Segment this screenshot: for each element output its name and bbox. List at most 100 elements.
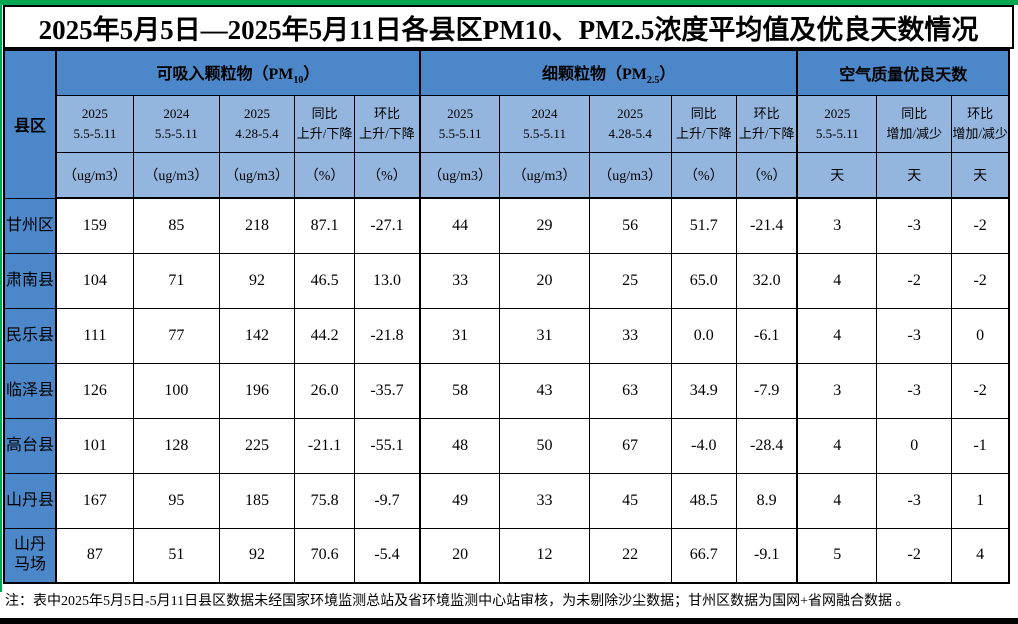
data-cell: -2 [876, 252, 953, 309]
data-cell: 58 [418, 362, 501, 419]
data-cell: -2 [951, 197, 1010, 254]
unit-cell: 天 [951, 152, 1010, 199]
data-cell: 50 [499, 417, 590, 474]
data-cell: 225 [218, 417, 296, 474]
data-cell: 126 [55, 362, 134, 419]
county-name: 临泽县 [3, 362, 58, 419]
sub-header: 环比 上升/下降 [735, 95, 798, 153]
data-cell: 101 [55, 417, 134, 474]
data-cell: 3 [796, 197, 878, 254]
data-cell: 0 [951, 307, 1010, 364]
pm10-group-header: 可吸入颗粒物（PM10） [55, 49, 421, 96]
sub-header: 2025 4.28-5.4 [218, 95, 296, 153]
data-cell: -2 [951, 252, 1010, 309]
data-cell: 12 [499, 527, 590, 584]
top-green-strip [0, 0, 1018, 5]
data-cell: -21.4 [735, 197, 798, 254]
table-row-ganzhou: 甘州区 159 85 218 87.1 -27.1 44 29 56 51.7 … [3, 197, 1010, 254]
data-cell: 0 [876, 417, 953, 474]
table-row-linze: 临泽县 126 100 196 26.0 -35.7 58 43 63 34.9… [3, 362, 1010, 419]
data-cell: 44.2 [294, 307, 356, 364]
data-cell: 100 [132, 362, 220, 419]
data-cell: 71 [132, 252, 220, 309]
data-cell: -2 [876, 527, 953, 584]
data-cell: 66.7 [670, 527, 737, 584]
left-green-edge [0, 0, 2, 592]
data-cell: 67 [588, 417, 672, 474]
data-cell: 25 [588, 252, 672, 309]
data-cell: 31 [499, 307, 590, 364]
data-cell: 4 [796, 252, 878, 309]
data-cell: 20 [418, 527, 501, 584]
unit-cell: （ug/m3） [132, 152, 220, 199]
data-cell: 87 [55, 527, 134, 584]
data-cell: 32.0 [735, 252, 798, 309]
data-cell: -9.7 [354, 472, 421, 529]
data-cell: 87.1 [294, 197, 356, 254]
table-row-shandan-machang: 山丹 马场 87 51 92 70.6 -5.4 20 12 22 66.7 -… [3, 527, 1010, 584]
data-cell: 196 [218, 362, 296, 419]
data-cell: 22 [588, 527, 672, 584]
unit-cell: 天 [876, 152, 953, 199]
data-cell: 43 [499, 362, 590, 419]
data-cell: -55.1 [354, 417, 421, 474]
county-column-header: 县区 [3, 49, 58, 199]
sub-header: 2025 5.5-5.11 [418, 95, 501, 153]
data-cell: 48 [418, 417, 501, 474]
unit-cell: （%） [670, 152, 737, 199]
data-cell: 1 [951, 472, 1010, 529]
data-cell: -3 [876, 472, 953, 529]
unit-cell: 天 [796, 152, 878, 199]
unit-cell: （ug/m3） [218, 152, 296, 199]
data-cell: 34.9 [670, 362, 737, 419]
data-cell: 104 [55, 252, 134, 309]
county-name: 高台县 [3, 417, 58, 474]
data-cell: 51 [132, 527, 220, 584]
sub-header: 2024 5.5-5.11 [132, 95, 220, 153]
data-cell: 46.5 [294, 252, 356, 309]
unit-cell: （ug/m3） [499, 152, 590, 199]
bottom-black-bar [0, 618, 1018, 624]
data-cell: 111 [55, 307, 134, 364]
data-cell: 5 [796, 527, 878, 584]
data-cell: -27.1 [354, 197, 421, 254]
data-cell: 13.0 [354, 252, 421, 309]
data-cell: 33 [499, 472, 590, 529]
data-cell: 4 [796, 307, 878, 364]
pm25-group-header: 细颗粒物（PM2.5） [418, 49, 798, 96]
unit-cell: （ug/m3） [418, 152, 501, 199]
data-cell: 4 [796, 417, 878, 474]
data-cell: 20 [499, 252, 590, 309]
data-cell: 128 [132, 417, 220, 474]
data-cell: 4 [796, 472, 878, 529]
group-header-row: 县区 可吸入颗粒物（PM10） 细颗粒物（PM2.5） 空气质量优良天数 [3, 49, 1010, 199]
data-cell: -35.7 [354, 362, 421, 419]
data-cell: -3 [876, 362, 953, 419]
data-cell: 92 [218, 527, 296, 584]
data-cell: 3 [796, 362, 878, 419]
data-cell: 218 [218, 197, 296, 254]
data-cell: 77 [132, 307, 220, 364]
unit-cell: （%） [294, 152, 356, 199]
data-cell: -4.0 [670, 417, 737, 474]
unit-cell: （%） [735, 152, 798, 199]
sub-header: 同比 上升/下降 [294, 95, 356, 153]
data-cell: 4 [951, 527, 1010, 584]
data-cell: 26.0 [294, 362, 356, 419]
data-cell: -3 [876, 307, 953, 364]
data-cell: 8.9 [735, 472, 798, 529]
page-content: 2025年5月5日—2025年5月11日各县区PM10、PM2.5浓度平均值及优… [3, 5, 1014, 610]
footnote: 注：表中2025年5月5日-5月11日县区数据未经国家环境监测总站及省环境监测中… [3, 584, 1014, 610]
data-cell: -7.9 [735, 362, 798, 419]
unit-cell: （ug/m3） [588, 152, 672, 199]
page-title: 2025年5月5日—2025年5月11日各县区PM10、PM2.5浓度平均值及优… [3, 5, 1014, 49]
data-cell: -1 [951, 417, 1010, 474]
data-cell: -28.4 [735, 417, 798, 474]
data-cell: -21.8 [354, 307, 421, 364]
table-row-minle: 民乐县 111 77 142 44.2 -21.8 31 31 33 0.0 -… [3, 307, 1010, 364]
sub-header: 2025 5.5-5.11 [55, 95, 134, 153]
table-row-shandan: 山丹县 167 95 185 75.8 -9.7 49 33 45 48.5 8… [3, 472, 1010, 529]
pm-data-table: 县区 可吸入颗粒物（PM10） 细颗粒物（PM2.5） 空气质量优良天数 202… [3, 49, 1010, 584]
data-cell: -3 [876, 197, 953, 254]
unit-cell: （%） [354, 152, 421, 199]
